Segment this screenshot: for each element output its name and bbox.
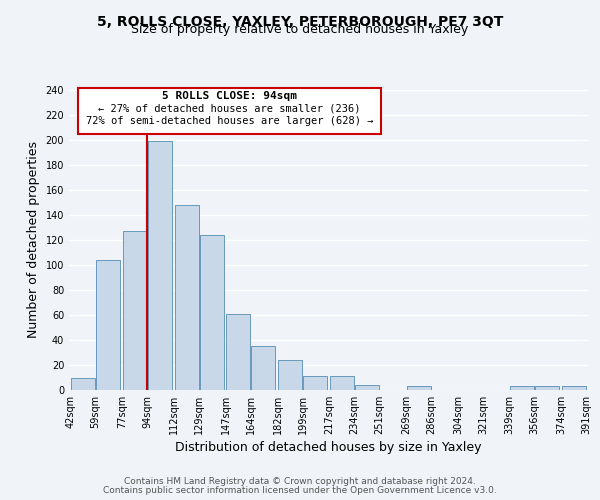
Bar: [510, 386, 534, 390]
Text: 72% of semi-detached houses are larger (628) →: 72% of semi-detached houses are larger (…: [86, 116, 373, 126]
Bar: [278, 360, 302, 390]
Bar: [355, 385, 379, 390]
FancyBboxPatch shape: [78, 88, 381, 134]
Bar: [330, 376, 354, 390]
Text: Size of property relative to detached houses in Yaxley: Size of property relative to detached ho…: [131, 22, 469, 36]
Text: Contains public sector information licensed under the Open Government Licence v3: Contains public sector information licen…: [103, 486, 497, 495]
Text: Contains HM Land Registry data © Crown copyright and database right 2024.: Contains HM Land Registry data © Crown c…: [124, 477, 476, 486]
Text: 5 ROLLS CLOSE: 94sqm: 5 ROLLS CLOSE: 94sqm: [162, 91, 297, 101]
Bar: [303, 376, 327, 390]
Bar: [407, 386, 431, 390]
Text: ← 27% of detached houses are smaller (236): ← 27% of detached houses are smaller (23…: [98, 104, 361, 114]
Bar: [535, 386, 559, 390]
Bar: [148, 141, 172, 390]
Bar: [562, 386, 586, 390]
Bar: [71, 378, 95, 390]
X-axis label: Distribution of detached houses by size in Yaxley: Distribution of detached houses by size …: [175, 441, 482, 454]
Bar: [251, 346, 275, 390]
Bar: [226, 314, 250, 390]
Bar: [200, 235, 224, 390]
Text: 5, ROLLS CLOSE, YAXLEY, PETERBOROUGH, PE7 3QT: 5, ROLLS CLOSE, YAXLEY, PETERBOROUGH, PE…: [97, 15, 503, 29]
Bar: [175, 205, 199, 390]
Bar: [123, 231, 147, 390]
Bar: [96, 260, 120, 390]
Y-axis label: Number of detached properties: Number of detached properties: [27, 142, 40, 338]
